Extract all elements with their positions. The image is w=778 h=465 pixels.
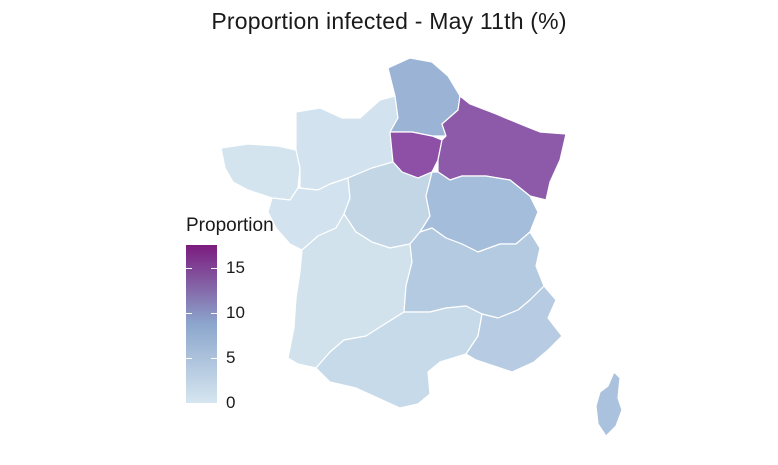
legend-tick-mark	[186, 312, 192, 314]
region-bretagne	[220, 143, 301, 201]
legend-title: Proportion	[186, 215, 274, 236]
legend-tick-mark	[186, 267, 192, 269]
legend-tick-label: 5	[226, 347, 236, 367]
legend-tick-mark	[186, 357, 192, 359]
legend-tick-label: 15	[226, 257, 245, 277]
legend-tick-mark	[211, 267, 217, 269]
legend-tick-label: 0	[226, 393, 236, 412]
legend-tick-mark	[186, 403, 192, 404]
legend-tick-mark	[211, 312, 217, 314]
region-corse	[595, 371, 623, 437]
legend-tick-label: 10	[226, 302, 245, 322]
legend-tick-mark	[211, 403, 217, 404]
region-provence-alpes-cote-dazur	[465, 285, 563, 373]
map-title: Proportion infected - May 11th (%)	[211, 8, 567, 34]
legend-tick-mark	[211, 357, 217, 359]
legend-color-bar	[186, 245, 217, 403]
